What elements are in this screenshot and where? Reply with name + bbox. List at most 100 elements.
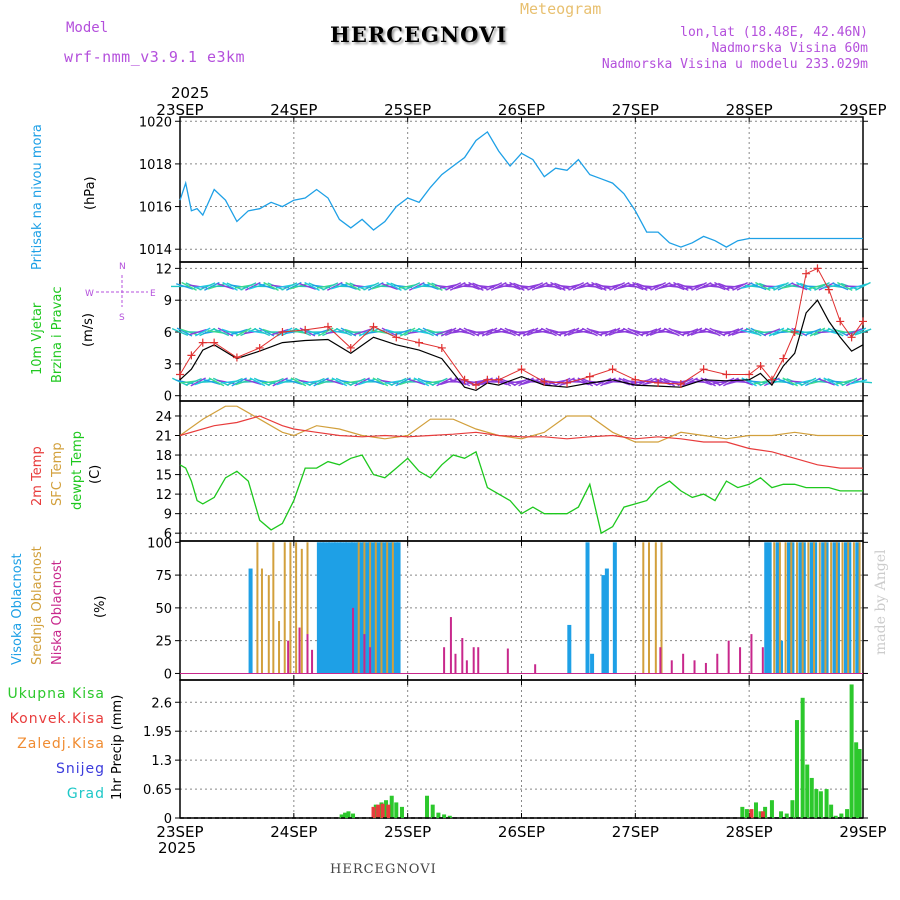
gust-marker	[460, 375, 469, 384]
x-tick-label: 26SEP	[498, 823, 545, 841]
wind-arrow	[814, 281, 830, 291]
cloud-bar-visoka	[835, 542, 840, 674]
wind-arrow	[354, 377, 370, 387]
gust-marker	[585, 372, 594, 381]
cloud-bar-niska	[352, 607, 355, 674]
wind-arrow	[427, 281, 443, 291]
cloud-bar-visoka	[337, 542, 342, 674]
x-tick-label: 24SEP	[270, 823, 317, 841]
cloud-bar-srednja	[363, 542, 366, 674]
wind-arrow	[609, 282, 626, 291]
cloud-bar-srednja	[654, 542, 657, 674]
wind-arrow	[340, 327, 357, 337]
cloud-bar-niska	[369, 647, 372, 674]
wind-arrow	[522, 327, 539, 337]
cloud-bar-srednja	[778, 542, 781, 674]
wind-arrow	[809, 327, 826, 337]
wind-arrow	[668, 327, 685, 337]
wind-arrow	[504, 282, 521, 291]
cloud-bar-niska	[363, 634, 366, 674]
cloud-bar-visoka	[855, 542, 860, 674]
wind-unit: (m/s)	[81, 313, 96, 347]
gust-marker	[802, 269, 811, 278]
cloud-bar-srednja	[824, 542, 827, 674]
legend-total-rain: Ukupna Kisa	[7, 686, 105, 702]
cloud-bar-niska	[449, 617, 452, 674]
wind-arrow	[755, 281, 771, 291]
wind-arrow	[285, 378, 303, 386]
low-cloud-label: Niska Oblacnost	[50, 560, 65, 665]
gust-marker	[631, 375, 640, 384]
precip-bar-total	[442, 814, 447, 818]
wind-arrow	[240, 327, 257, 337]
cloud-bar-visoka	[394, 542, 399, 674]
wind-arrow	[845, 377, 862, 387]
y-tick-label: 21	[155, 430, 172, 445]
wind-arrow	[476, 284, 495, 289]
cloud-bar-niska	[682, 653, 685, 674]
wind-arrow	[722, 328, 740, 336]
precip-bar-total	[351, 813, 356, 818]
year-bottom: 2025	[158, 839, 197, 857]
compass-cross	[96, 275, 148, 307]
wind-arrow	[244, 378, 262, 386]
y-tick-label: 1.95	[143, 725, 172, 740]
wind-arrow	[468, 281, 484, 291]
wind-arrow	[650, 282, 666, 291]
wind-arrow	[777, 378, 794, 386]
x-tick-label: 28SEP	[726, 823, 773, 841]
wind-arrow	[709, 282, 726, 291]
x-tick-label: 29SEP	[839, 101, 886, 119]
wind-arrow	[353, 328, 371, 336]
cloud-bar-niska	[298, 627, 301, 674]
y-tick-label: 0	[164, 812, 172, 827]
wind-arrow	[613, 282, 630, 291]
gust-marker	[813, 264, 822, 273]
wind-arrow	[240, 282, 257, 291]
wind-arrow	[817, 330, 836, 334]
wind-arrow	[413, 377, 430, 387]
x-tick-label: 26SEP	[498, 101, 545, 119]
precip-bar-total	[425, 795, 430, 818]
gust-marker	[346, 343, 355, 352]
cloud-bar-niska	[477, 647, 480, 674]
y-tick-label: 1014	[139, 243, 172, 258]
model-label: Model	[66, 20, 109, 36]
gust-marker	[563, 378, 572, 387]
cloud-bar-niska	[454, 653, 457, 674]
wind-arrow	[591, 281, 607, 291]
cloud-bar-srednja	[835, 542, 838, 674]
wind-arrow	[818, 282, 835, 291]
high-cloud-label: Visoka Oblacnost	[10, 553, 25, 665]
gust-marker	[517, 365, 526, 374]
wind-arrow	[639, 285, 659, 288]
lonlat-info: lon,lat (18.48E, 42.46N)	[680, 25, 868, 40]
wind-arrow	[612, 330, 631, 334]
cloud-bar-visoka	[821, 542, 826, 674]
y-tick-label: 24	[155, 410, 172, 425]
wind-arrow	[599, 328, 617, 336]
wind-arrow	[695, 378, 713, 386]
precip-bar-total	[744, 809, 749, 818]
wind-arrow	[726, 283, 745, 290]
wind-arrow	[581, 327, 598, 337]
wind-arrow	[708, 380, 727, 384]
wind-arrow	[449, 281, 466, 291]
precip-bar-total	[394, 802, 399, 818]
precip-bar-total	[430, 804, 435, 818]
wind-arrow	[673, 281, 689, 291]
gust-marker	[392, 333, 401, 342]
wind-arrow	[313, 377, 329, 387]
precip-ylabel: 1hr Precip (mm)	[110, 694, 125, 800]
wind-arrow	[299, 282, 316, 290]
wind-arrow	[181, 281, 197, 291]
wind-arrow	[853, 380, 873, 384]
legend-snow: Snijeg	[55, 761, 105, 777]
wind-arrow	[381, 282, 398, 290]
precip-bar-total	[769, 800, 774, 818]
wind-arrow	[185, 377, 202, 386]
gust-marker	[471, 381, 480, 390]
wind-arrow	[381, 327, 398, 337]
wind-arrow	[367, 378, 385, 386]
